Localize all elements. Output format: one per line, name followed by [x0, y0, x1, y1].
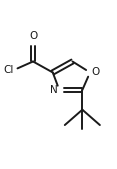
Text: O: O	[29, 31, 37, 41]
Text: N: N	[50, 85, 58, 95]
Text: Cl: Cl	[3, 65, 13, 75]
Text: O: O	[91, 67, 99, 77]
